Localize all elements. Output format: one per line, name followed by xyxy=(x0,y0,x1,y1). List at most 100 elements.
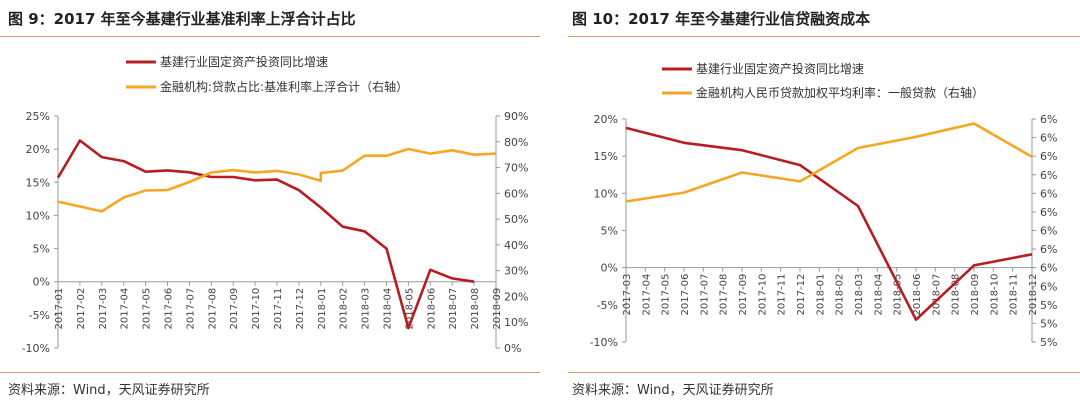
y-tick-label-right: 5% xyxy=(1040,299,1057,312)
x-tick-label: 2018-01 xyxy=(317,288,328,330)
legend-label: 金融机构人民币贷款加权平均利率：一般贷款（右轴） xyxy=(696,85,984,100)
source-rule xyxy=(0,372,540,373)
y-tick-label-right: 60% xyxy=(504,187,528,200)
left-chart-canvas: 25% 20% 15% 10% 5% 0% -5% -10% 90% 80% 70% 60% 50% 40… xyxy=(22,54,529,355)
x-tick-label: 2018-07 xyxy=(931,274,942,316)
y-tick-label-left: -5% xyxy=(597,299,618,312)
x-tick-label: 2017-09 xyxy=(229,288,240,330)
x-tick-label: 2018-08 xyxy=(951,274,962,316)
x-tick-label: 2017-08 xyxy=(207,288,218,330)
legend-label: 金融机构:贷款占比:基准利率上浮合计（右轴） xyxy=(160,79,408,94)
legend-label: 基建行业固定资产投资同比增速 xyxy=(160,54,328,69)
x-tick-label: 2017-07 xyxy=(185,288,196,330)
x-tick-label: 2018-03 xyxy=(854,274,865,316)
y-tick-label-right: 10% xyxy=(504,316,528,329)
y-tick-label-right: 6% xyxy=(1040,187,1057,200)
y-tick-label-right: 0% xyxy=(504,342,521,355)
series-line-1 xyxy=(56,139,475,330)
y-tick-label-right: 6% xyxy=(1040,113,1057,126)
x-tick-label: 2018-10 xyxy=(989,274,1000,316)
x-tick-label: 2017-06 xyxy=(680,274,691,316)
y-tick-label-left: 0% xyxy=(33,276,50,289)
x-tick-label: 2018-12 xyxy=(1028,274,1039,316)
x-tick-label: 2018-04 xyxy=(873,274,884,316)
y-tick-label-right: 6% xyxy=(1040,225,1057,238)
y-tick-label-right: 70% xyxy=(504,162,528,175)
x-tick-label: 2018-05 xyxy=(893,274,904,316)
title-rule xyxy=(568,36,1080,37)
x-tick-label: 2017-03 xyxy=(622,274,633,316)
y-tick-label-right: 5% xyxy=(1040,336,1057,349)
x-tick-label: 2018-04 xyxy=(383,288,394,330)
y-tick-label-right: 6% xyxy=(1040,169,1057,182)
x-tick-label: 2017-04 xyxy=(120,288,131,330)
series-line-2 xyxy=(57,147,497,213)
legend-label: 基建行业固定资产投资同比增速 xyxy=(696,61,864,76)
y-tick-label-left: 10% xyxy=(26,209,50,222)
y-tick-label-left: 0% xyxy=(601,262,618,275)
x-tick-label: 2018-09 xyxy=(970,274,981,316)
y-tick-label-right: 6% xyxy=(1040,262,1057,275)
x-tick-label: 2017-12 xyxy=(295,288,306,330)
series-line-1 xyxy=(625,126,1033,322)
x-tick-label: 2017-02 xyxy=(76,288,87,330)
x-tick-label: 2018-06 xyxy=(426,288,437,330)
x-tick-label: 2017-11 xyxy=(777,274,788,316)
left-panel: 图 9：2017 年至今基建行业基准利率上浮合计占比 25% 20% 15% 10% 5… xyxy=(0,10,540,398)
y-tick-label-left: 15% xyxy=(26,176,50,189)
y-tick-label-right: 5% xyxy=(1040,317,1057,330)
y-tick-label-right: 20% xyxy=(504,290,528,303)
x-tick-label: 2018-08 xyxy=(470,288,481,330)
x-tick-label: 2017-12 xyxy=(796,274,807,316)
x-tick-label: 2017-10 xyxy=(757,274,768,316)
y-tick-label-right: 90% xyxy=(504,110,528,123)
x-tick-label: 2017-10 xyxy=(251,288,262,330)
y-tick-label-right: 40% xyxy=(504,239,528,252)
title-rule xyxy=(0,36,540,37)
x-tick-label: 2017-08 xyxy=(719,274,730,316)
x-tick-label: 2017-01 xyxy=(54,288,65,330)
y-tick-label-right: 80% xyxy=(504,136,528,149)
x-tick-label: 2017-06 xyxy=(164,288,175,330)
y-tick-label-left: 15% xyxy=(594,150,618,163)
y-tick-label-right: 50% xyxy=(504,213,528,226)
chart-title: 图 10：2017 年至今基建行业信贷融资成本 xyxy=(572,10,871,28)
y-tick-label-left: 5% xyxy=(33,243,50,256)
right-panel: 图 10：2017 年至今基建行业信贷融资成本 20% 15% 10% 5% 0% -5%… xyxy=(568,0,1080,406)
y-tick-label-left: 25% xyxy=(26,110,50,123)
series-line-2 xyxy=(625,122,1033,203)
x-tick-label: 2017-11 xyxy=(273,288,284,330)
y-tick-label-left: -10% xyxy=(22,342,50,355)
x-tick-label: 2018-06 xyxy=(912,274,923,316)
y-tick-label-left: 20% xyxy=(594,113,618,126)
y-tick-label-right: 6% xyxy=(1040,280,1057,293)
y-tick-label-left: 10% xyxy=(594,187,618,200)
y-tick-label-right: 6% xyxy=(1040,243,1057,256)
x-tick-label: 2018-02 xyxy=(835,274,846,316)
x-tick-label: 2018-05 xyxy=(404,288,415,330)
y-tick-label-left: -5% xyxy=(29,309,50,322)
x-tick-label: 2017-07 xyxy=(699,274,710,316)
source-rule xyxy=(568,372,1080,373)
y-tick-label-left: 20% xyxy=(26,143,50,156)
y-tick-label-right: 6% xyxy=(1040,206,1057,219)
x-tick-label: 2018-01 xyxy=(815,274,826,316)
x-tick-label: 2017-09 xyxy=(738,274,749,316)
x-tick-label: 2017-05 xyxy=(142,288,153,330)
x-tick-label: 2018-11 xyxy=(1009,274,1020,316)
right-chart-canvas: 20% 15% 10% 5% 0% -5% -10% 6% 6% 6% 6% 6% 6% 6% 6% 6% 6%… xyxy=(590,61,1058,349)
x-tick-label: 2017-05 xyxy=(661,274,672,316)
y-tick-label-right: 30% xyxy=(504,265,528,278)
x-tick-label: 2018-07 xyxy=(448,288,459,330)
x-tick-label: 2018-02 xyxy=(339,288,350,330)
chart-title: 图 9：2017 年至今基建行业基准利率上浮合计占比 xyxy=(8,10,356,28)
y-tick-label-right: 6% xyxy=(1040,132,1057,145)
y-tick-label-right: 6% xyxy=(1040,150,1057,163)
x-tick-label: 2017-04 xyxy=(641,274,652,316)
x-tick-label: 2017-03 xyxy=(98,288,109,330)
source-note: 资料来源：Wind，天风证券研究所 xyxy=(8,383,210,398)
y-tick-label-left: 5% xyxy=(601,225,618,238)
source-note: 资料来源：Wind，天风证券研究所 xyxy=(572,383,774,398)
x-tick-label: 2018-03 xyxy=(361,288,372,330)
y-tick-label-left: -10% xyxy=(590,336,618,349)
